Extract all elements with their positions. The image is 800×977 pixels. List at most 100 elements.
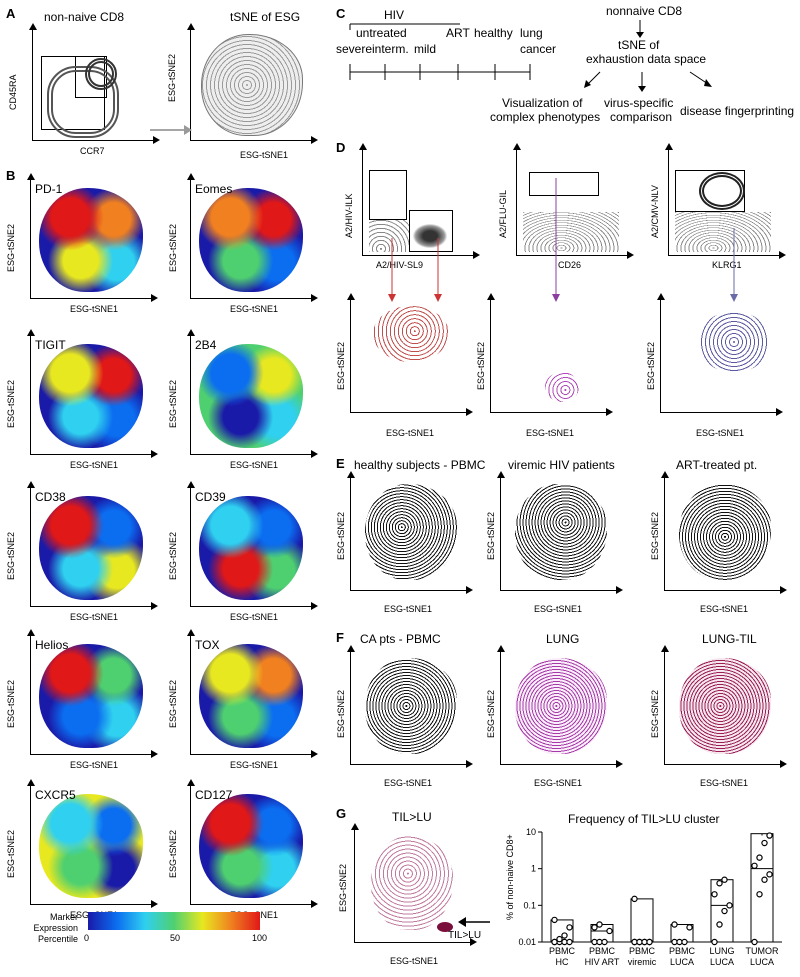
x-axis-label: ESG-tSNE1 <box>384 604 433 614</box>
x-axis-label: ESG-tSNE1 <box>384 778 433 788</box>
panel-label-d: D <box>336 140 346 155</box>
til-lu-label: TIL>LU <box>448 930 482 941</box>
panel-g-title: TIL>LU <box>392 810 432 824</box>
x-axis-label: ESG-tSNE1 <box>240 150 289 160</box>
y-axis-label: ESG-tSNE2 <box>168 829 178 878</box>
marker-heat-cloud <box>199 188 303 292</box>
flow-nonnaive: nonnaive CD8 <box>606 4 683 18</box>
cohort-mild: mild <box>414 42 437 56</box>
y-axis-label: ESG-tSNE2 <box>167 53 177 102</box>
marker-plot: Eomes <box>187 173 318 302</box>
x-axis-label: KLRG1 <box>712 260 742 270</box>
y-tick-label: 0.01 <box>518 937 536 947</box>
data-point <box>721 876 728 883</box>
marker-heat-cloud <box>39 188 143 292</box>
panel-label-c: C <box>336 6 346 21</box>
data-point <box>566 938 573 946</box>
flow-arrows <box>584 20 712 92</box>
color-scale-bar <box>88 912 260 930</box>
x-axis-label: ESG-tSNE1 <box>230 304 279 314</box>
data-point <box>716 880 723 887</box>
x-tick-label: LUCA <box>670 957 694 967</box>
panel-e-title-2: viremic HIV patients <box>508 458 615 472</box>
til-lu-arrow <box>458 917 490 927</box>
y-axis-label: ESG-tSNE2 <box>6 829 16 878</box>
data-point <box>721 907 728 915</box>
tsne-plot-hiv <box>347 293 473 416</box>
contour-density <box>523 212 619 252</box>
y-axis-label: ESG-tSNE2 <box>486 689 496 738</box>
data-point <box>711 891 718 898</box>
data-point <box>551 916 558 924</box>
legend-tick: 0 <box>84 933 90 943</box>
data-point <box>646 938 653 946</box>
y-axis-label: A2/CMV-NLV <box>650 185 660 238</box>
cohort-art: ART <box>446 26 470 40</box>
flow-tsne-of: tSNE of <box>618 38 660 52</box>
data-point <box>756 891 763 898</box>
panel-f-title-3: LUNG-TIL <box>702 632 757 646</box>
y-axis-label: A2/HIV-ILK <box>344 193 354 238</box>
data-point <box>766 832 773 839</box>
x-axis-label: ESG-tSNE1 <box>696 428 745 438</box>
y-axis-label: ESG-tSNE2 <box>6 223 16 272</box>
data-point <box>591 924 598 931</box>
contour-density <box>47 66 119 138</box>
x-axis-label: ESG-tSNE1 <box>230 612 279 622</box>
data-point <box>761 839 768 847</box>
cohort-cancer: cancer <box>520 42 557 56</box>
tsne-cloud <box>201 34 303 136</box>
y-axis-label: ESG-tSNE2 <box>168 679 178 728</box>
marker-label: TIGIT <box>35 338 66 352</box>
marker-plot: CD39 <box>187 481 318 610</box>
panel-f-title-2: LUNG <box>546 632 580 646</box>
panel-label-g: G <box>336 806 347 821</box>
tsne-plot-til-lu <box>351 823 477 946</box>
data-point <box>686 924 693 931</box>
data-point <box>601 938 608 946</box>
panel-f-title-1: CA pts - PBMC <box>360 632 441 646</box>
cohort-diagram <box>349 23 531 80</box>
marker-heat-cloud <box>199 644 303 748</box>
y-tick-label: 1 <box>531 864 536 874</box>
marker-heat-cloud <box>199 496 303 600</box>
y-axis-label: ESG-tSNE2 <box>650 511 660 560</box>
tsne-plot-viremic <box>497 471 623 594</box>
cohort-untreated: untreated <box>356 26 407 40</box>
contour-density <box>373 306 449 362</box>
data-point <box>711 938 718 946</box>
contour-density <box>515 484 607 580</box>
contour-density <box>365 484 457 580</box>
gate-box <box>369 170 407 220</box>
marker-heat-cloud <box>39 344 143 448</box>
dot-cluster <box>413 224 447 248</box>
marker-plot: TOX <box>187 629 318 758</box>
gating-plot-a <box>29 23 160 144</box>
panel-e-title-1: healthy subjects - PBMC <box>354 458 486 472</box>
contour-density <box>701 312 767 372</box>
x-tick-label: viremic <box>628 957 657 967</box>
tsne-plot-ca-pbmc <box>347 645 473 768</box>
y-tick-label: 0.1 <box>523 900 536 910</box>
marker-label: CXCR5 <box>35 788 76 802</box>
cohort-severe: severe <box>336 42 373 56</box>
marker-label: CD39 <box>195 490 226 504</box>
x-axis-label: ESG-tSNE1 <box>700 604 749 614</box>
contour-density <box>679 658 771 754</box>
x-tick-label: PBMC <box>629 946 656 956</box>
x-axis-label: ESG-tSNE1 <box>70 460 119 470</box>
x-tick-label: PBMC <box>669 946 696 956</box>
y-axis-label: ESG-tSNE2 <box>336 341 346 390</box>
cohort-interm: interm. <box>372 42 409 56</box>
til-lu-cluster <box>437 922 453 932</box>
marker-heat-cloud <box>199 344 303 448</box>
marker-plot: CXCR5 <box>27 779 158 908</box>
cohort-lung: lung <box>520 26 543 40</box>
tsne-plot-flu <box>487 293 613 416</box>
marker-label: 2B4 <box>195 338 217 352</box>
box <box>630 898 654 943</box>
chart-title: Frequency of TIL>LU cluster <box>568 812 720 826</box>
x-axis-label: ESG-tSNE1 <box>386 428 435 438</box>
x-tick-label: LUCA <box>710 957 734 967</box>
gate-box <box>529 172 599 196</box>
